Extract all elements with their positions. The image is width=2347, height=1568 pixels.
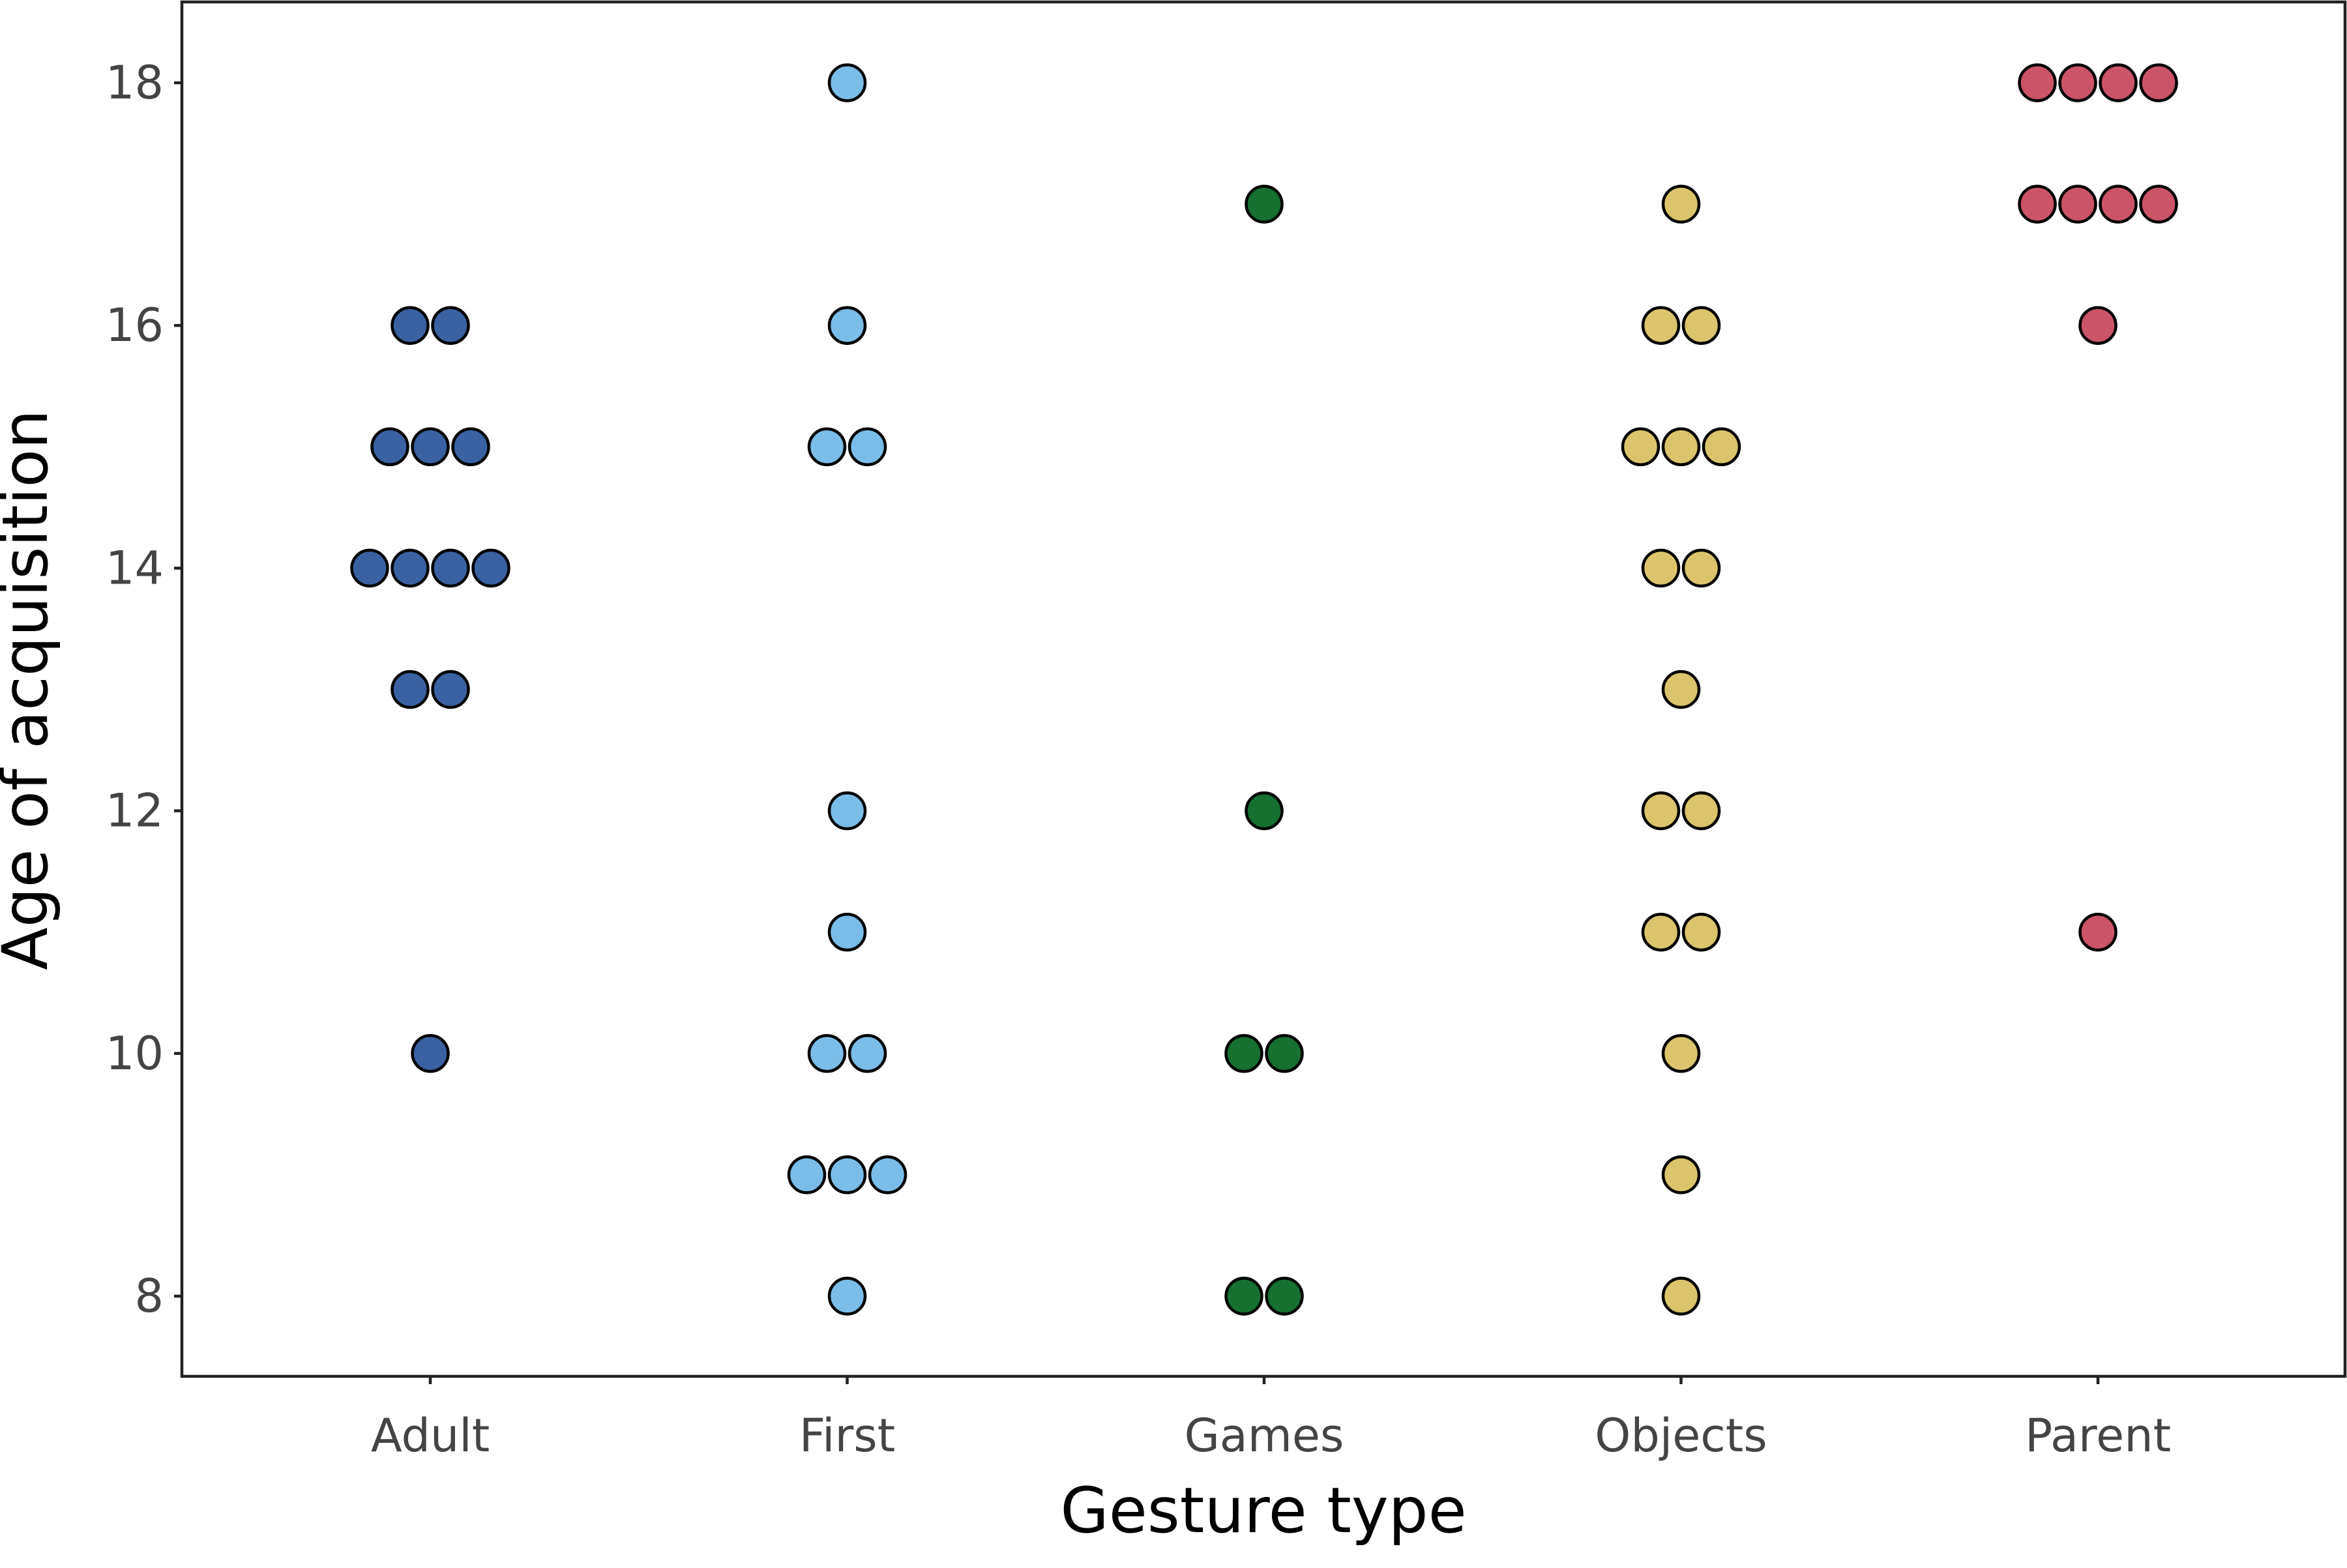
data-point [1661, 1155, 1701, 1194]
data-point [2078, 306, 2118, 345]
data-point [827, 791, 867, 831]
data-point [807, 1034, 847, 1073]
data-point [1702, 427, 1741, 467]
data-point [1245, 791, 1284, 831]
data-point [1641, 791, 1681, 831]
data-point [827, 912, 867, 952]
x-tick-label: Games [1185, 1409, 1344, 1462]
data-point [1661, 185, 1701, 224]
data-point [1224, 1277, 1263, 1316]
data-point [451, 427, 490, 467]
data-point [431, 670, 470, 709]
data-point [370, 427, 409, 467]
data-point [848, 1034, 887, 1073]
data-point [2099, 185, 2138, 224]
y-tick-label: 16 [106, 299, 164, 352]
data-point [1661, 1034, 1701, 1073]
data-point [868, 1155, 908, 1194]
data-point [1641, 912, 1681, 952]
y-tick-label: 14 [106, 541, 164, 595]
data-point [1265, 1277, 1304, 1316]
data-point [2078, 912, 2118, 952]
data-point [391, 548, 430, 588]
y-tick-label: 18 [106, 56, 164, 110]
y-axis-title: Age of acquisition [0, 409, 62, 970]
data-point [471, 548, 510, 588]
series-adult [350, 306, 510, 1073]
data-point [391, 670, 430, 709]
data-point [1681, 306, 1721, 345]
x-axis: Adult First Games Objects Parent [371, 1376, 2171, 1462]
data-point [350, 548, 389, 588]
x-tick-label: First [799, 1409, 895, 1462]
data-points [350, 63, 2178, 1316]
data-point [1681, 791, 1721, 831]
data-point [2018, 63, 2057, 102]
series-objects [1621, 185, 1741, 1316]
series-games [1224, 185, 1304, 1316]
data-point [2099, 63, 2138, 102]
y-tick-label: 8 [134, 1269, 164, 1323]
data-point [1621, 427, 1661, 467]
data-point [827, 1155, 867, 1194]
data-point [2139, 185, 2178, 224]
data-point [827, 63, 867, 102]
data-point [827, 306, 867, 345]
series-parent [2018, 63, 2178, 952]
series-first [787, 63, 908, 1316]
data-point [1661, 1277, 1701, 1316]
data-point [411, 427, 450, 467]
data-point [2058, 185, 2097, 224]
data-point [1245, 185, 1284, 224]
data-point [431, 548, 470, 588]
data-point [2139, 63, 2178, 102]
data-point [411, 1034, 450, 1073]
x-axis-title: Gesture type [1060, 1474, 1466, 1547]
x-tick-label: Parent [2025, 1409, 2171, 1462]
x-tick-label: Adult [371, 1409, 490, 1462]
data-point [807, 427, 847, 467]
data-point [2018, 185, 2057, 224]
y-axis: 8 10 12 14 16 18 [106, 56, 182, 1323]
data-point [1661, 427, 1701, 467]
data-point [1224, 1034, 1263, 1073]
data-point [827, 1277, 867, 1316]
data-point [391, 306, 430, 345]
y-tick-label: 10 [106, 1027, 164, 1080]
y-tick-label: 12 [106, 784, 164, 838]
data-point [848, 427, 887, 467]
x-tick-label: Objects [1595, 1409, 1767, 1462]
data-point [1681, 912, 1721, 952]
data-point [2058, 63, 2097, 102]
data-point [1681, 548, 1721, 588]
data-point [1641, 306, 1681, 345]
data-point [1661, 670, 1701, 709]
data-point [431, 306, 470, 345]
data-point [787, 1155, 827, 1194]
data-point [1641, 548, 1681, 588]
data-point [1265, 1034, 1304, 1073]
